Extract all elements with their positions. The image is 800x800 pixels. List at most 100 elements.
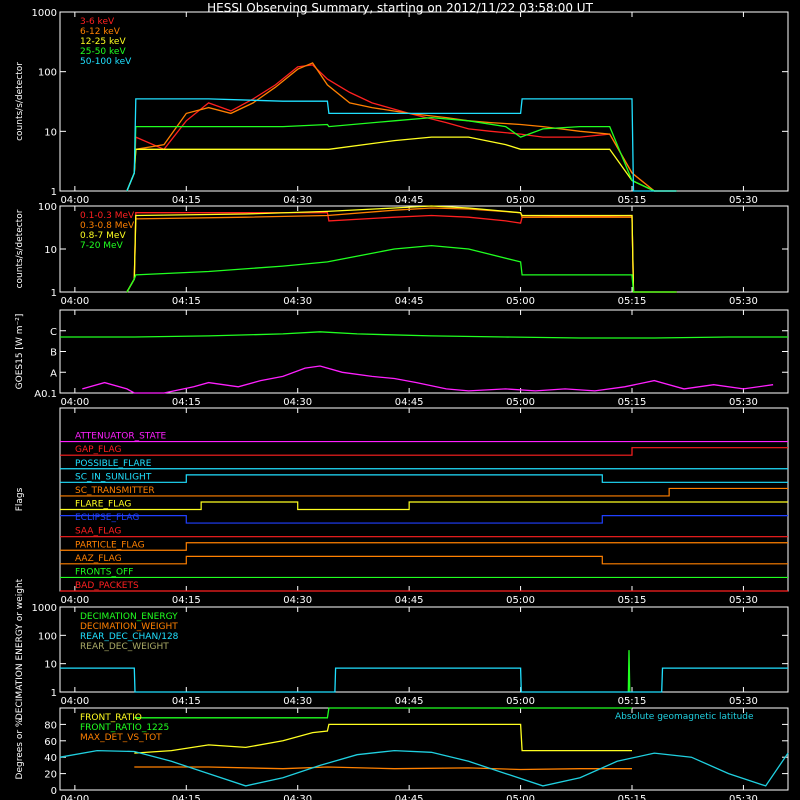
series-line: [134, 723, 632, 754]
x-tick-label: 04:30: [283, 794, 312, 800]
panel-ylabel: counts/s/detector: [15, 209, 25, 288]
series-line: [126, 98, 677, 192]
series-line: [134, 766, 632, 771]
panel-ylabel: GOES15 [W m⁻²]: [15, 314, 25, 390]
series-line: [126, 62, 677, 192]
series-line: [134, 707, 632, 719]
y-tick-label: 100: [38, 631, 57, 642]
legend-entry: DECIMATION_ENERGY: [80, 612, 178, 622]
x-tick-label: 05:00: [506, 195, 535, 206]
flag-label: AAZ_FLAG: [75, 554, 122, 564]
x-tick-label: 05:30: [729, 794, 758, 800]
series-line: [126, 212, 677, 293]
panel-frame: [59, 11, 789, 192]
flag-label: SC_TRANSMITTER: [75, 486, 155, 496]
x-tick-label: 04:15: [172, 296, 201, 307]
y-tick-label: B: [50, 348, 57, 359]
legend-entry: 25-50 keV: [80, 47, 126, 57]
panel-highE: counts/s/detector 04:00 04:15 04:30 04:45 05:…: [15, 202, 789, 307]
chart-title: HESSI Observing Summary, starting on 201…: [207, 1, 593, 15]
y-tick-label: 10: [44, 127, 57, 138]
y-tick-label: 1: [51, 288, 57, 299]
panel-ylabel: counts/s/detector: [15, 62, 25, 141]
series-line: [627, 650, 631, 693]
flag-label: ECLIPSE_FLAG: [75, 513, 139, 523]
y-tick-label: 80: [44, 720, 57, 731]
series-line: [126, 116, 677, 192]
legend-entry: FRONT_RATIO: [80, 713, 142, 723]
y-tick-label: 60: [44, 737, 57, 748]
x-tick-label: 04:45: [395, 195, 424, 206]
x-tick-label: 05:30: [729, 595, 758, 606]
x-tick-label: 05:30: [729, 397, 758, 408]
y-tick-label: 10: [44, 660, 57, 671]
x-tick-label: 05:15: [618, 397, 647, 408]
panel-ylabel: DECIMATION ENERGY or weight: [15, 578, 25, 720]
x-tick-label: 05:00: [506, 296, 535, 307]
series-line: [126, 207, 677, 293]
flag-line: [60, 555, 788, 565]
panel-ratio: Degrees or % 04:00 04:15 04:30 04:45 05:00 05:…: [15, 707, 789, 800]
x-tick-label: 05:15: [618, 595, 647, 606]
flag-label: FLARE_FLAG: [75, 500, 131, 510]
panel-flags: Flags 04:00 04:15 04:30 04:45 05:00 05:15 05:30…: [15, 407, 789, 606]
flag-line: [60, 501, 788, 511]
y-tick-label: A0.1: [34, 389, 57, 400]
flag-line: [60, 542, 788, 551]
flag-line: [60, 474, 788, 483]
legend-entry: 7-20 MeV: [80, 241, 124, 251]
x-tick-label: 05:15: [618, 696, 647, 707]
series-line: [82, 365, 774, 394]
panel-lowE: counts/s/detector 04:00 04:15 04:30 04:45 05:…: [15, 8, 789, 206]
series-line: [126, 64, 677, 192]
x-tick-label: 04:00: [60, 696, 89, 707]
x-tick-label: 04:00: [60, 195, 89, 206]
flag-label: GAP_FLAG: [75, 445, 121, 455]
legend-entry: FRONT_RATIO_1225: [80, 723, 169, 733]
y-tick-label: C: [50, 327, 57, 338]
series-line: [60, 331, 788, 339]
x-tick-label: 05:00: [506, 595, 535, 606]
series-line: [126, 244, 677, 293]
legend-entry: 50-100 keV: [80, 57, 132, 67]
legend-entry: 3-6 keV: [80, 17, 115, 27]
x-tick-label: 04:45: [395, 794, 424, 800]
x-tick-label: 04:15: [172, 195, 201, 206]
flag-line: [60, 515, 788, 524]
flag-label: PARTICLE_FLAG: [75, 540, 145, 550]
y-tick-label: 0: [51, 786, 57, 797]
series-line: [126, 136, 677, 192]
x-tick-label: 05:30: [729, 296, 758, 307]
x-tick-label: 04:00: [60, 794, 89, 800]
x-tick-label: 04:15: [172, 397, 201, 408]
flag-line: [60, 487, 788, 497]
y-tick-label: 1000: [32, 603, 57, 614]
x-tick-label: 04:45: [395, 397, 424, 408]
y-tick-label: 40: [44, 753, 57, 764]
flag-label: POSSIBLE_FLARE: [75, 459, 152, 469]
x-tick-label: 04:30: [283, 696, 312, 707]
y-tick-label: 20: [44, 770, 57, 781]
series-line: [59, 749, 789, 787]
panel-frame: [59, 606, 789, 693]
x-tick-label: 05:15: [618, 296, 647, 307]
x-tick-label: 05:15: [618, 794, 647, 800]
x-tick-label: 04:45: [395, 595, 424, 606]
x-tick-label: 04:30: [283, 595, 312, 606]
legend-entry: 6-12 keV: [80, 27, 121, 37]
y-tick-label: 10: [44, 245, 57, 256]
x-tick-label: 04:30: [283, 296, 312, 307]
annotation-text: Absolute geomagnetic latitude: [615, 712, 754, 722]
y-tick-label: A: [50, 368, 57, 379]
x-tick-label: 04:30: [283, 195, 312, 206]
x-tick-label: 05:30: [729, 696, 758, 707]
flag-label: FRONTS_OFF: [75, 567, 133, 577]
x-tick-label: 04:15: [172, 794, 201, 800]
series-line: [126, 205, 677, 293]
x-tick-label: 05:30: [729, 195, 758, 206]
flag-label: SAA_FLAG: [75, 527, 121, 537]
panel-frame: [59, 309, 789, 394]
legend-entry: 0.8-7 MeV: [80, 231, 126, 241]
y-tick-label: 1000: [32, 8, 57, 19]
